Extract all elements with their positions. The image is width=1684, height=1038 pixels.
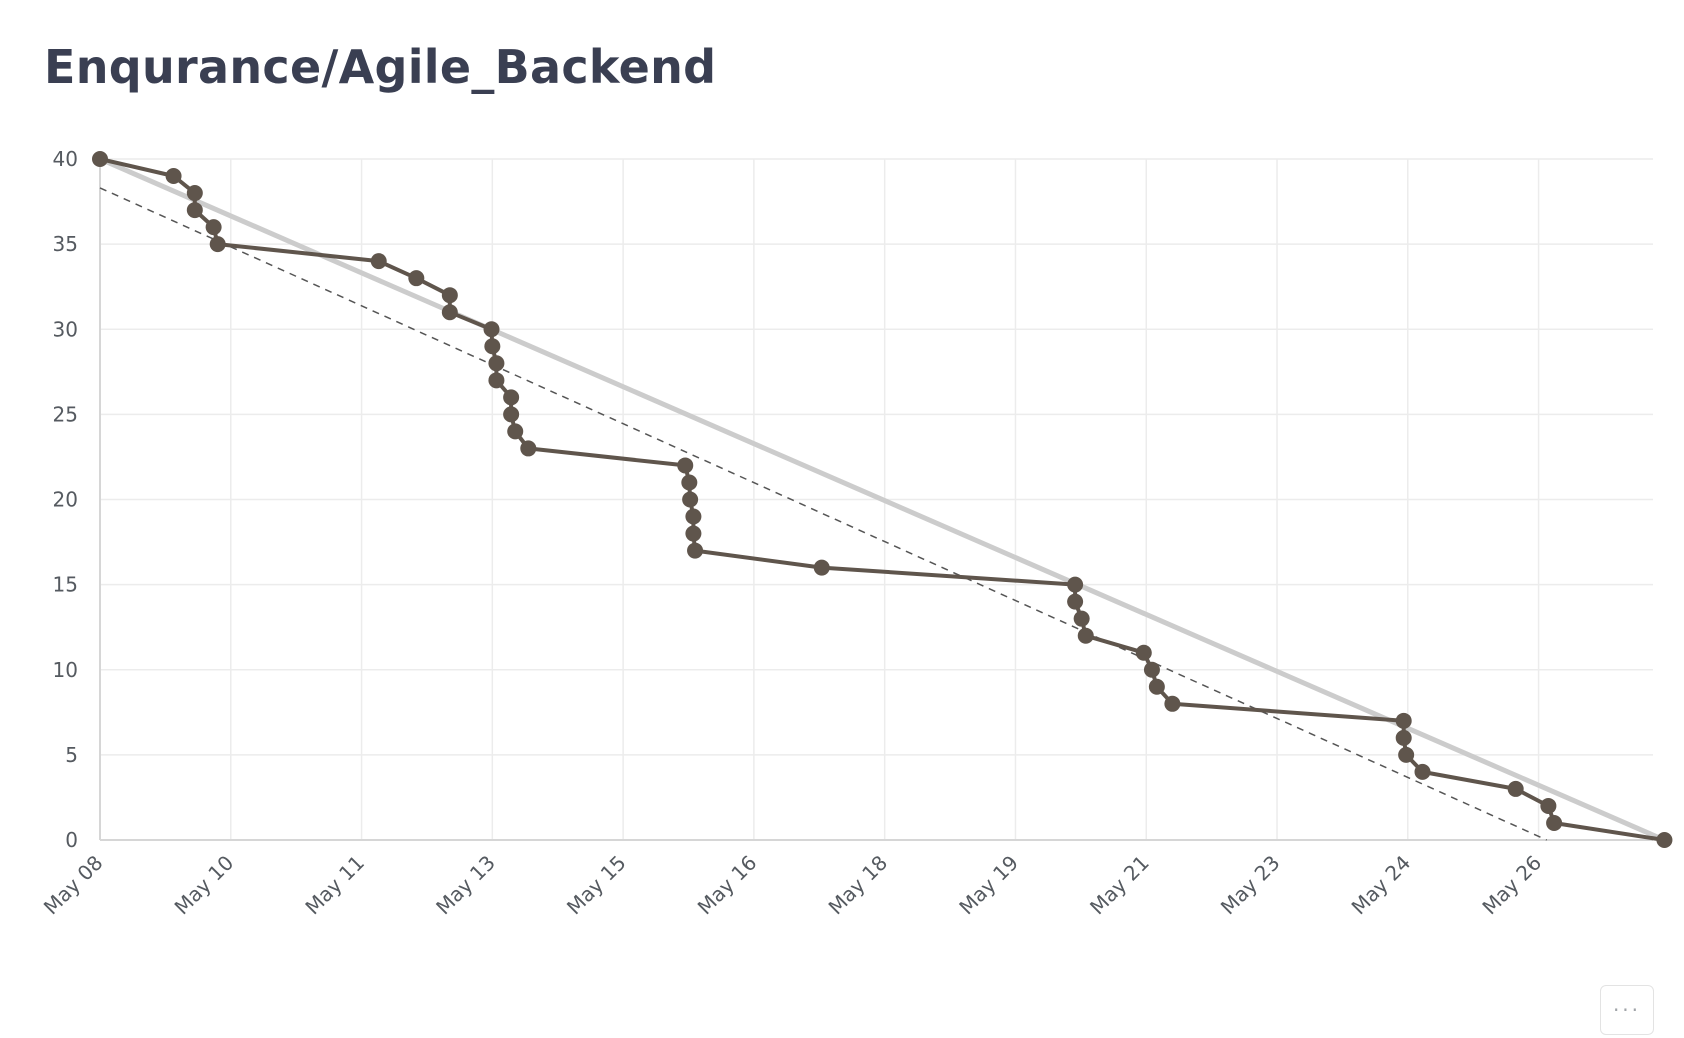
data-point [488, 372, 505, 389]
data-point [1164, 695, 1181, 712]
tick-labels: 0 5 10 15 20 25 30 35 40 May 08 May 10 May 11 May 13… [39, 147, 1546, 919]
x-tick-label: May 11 [300, 851, 369, 920]
data-point [681, 474, 698, 491]
y-tick-label: 20 [53, 488, 78, 512]
data-point [685, 525, 702, 542]
y-tick-label: 5 [65, 743, 78, 767]
more-options-button[interactable]: ··· [1600, 985, 1654, 1035]
x-tick-label: May 18 [824, 851, 893, 920]
x-tick-label: May 10 [170, 851, 239, 920]
x-tick-label: May 15 [562, 851, 631, 920]
data-point [165, 168, 182, 185]
axes [99, 159, 1653, 841]
y-tick-label: 10 [53, 658, 78, 682]
data-point [484, 338, 501, 355]
data-point [1395, 729, 1412, 746]
x-tick-label: May 08 [39, 851, 108, 920]
more-horizontal-icon: ··· [1612, 998, 1642, 1022]
y-tick-label: 40 [53, 147, 78, 171]
y-tick-label: 15 [53, 573, 78, 597]
data-point [488, 355, 505, 372]
y-tick-label: 30 [53, 317, 78, 341]
data-point [685, 508, 702, 525]
data-point [370, 253, 387, 270]
y-tick-label: 0 [65, 828, 78, 852]
data-point [1656, 832, 1673, 848]
trend-line-series [99, 187, 1548, 841]
data-point [205, 219, 222, 236]
x-tick-label: May 19 [954, 851, 1023, 920]
data-point [1077, 627, 1094, 644]
data-point [209, 236, 226, 253]
x-tick-label: May 21 [1085, 851, 1154, 920]
data-point [503, 389, 520, 406]
x-tick-label: May 13 [431, 851, 500, 920]
data-point [503, 406, 520, 423]
data-point [1395, 712, 1412, 729]
data-point [186, 185, 203, 202]
x-tick-label: May 24 [1347, 851, 1416, 920]
data-point [408, 270, 425, 287]
data-point [813, 559, 830, 576]
data-point [441, 287, 458, 304]
x-tick-label: May 23 [1216, 851, 1285, 920]
x-tick-label: May 26 [1477, 851, 1546, 920]
y-tick-label: 35 [53, 232, 78, 256]
data-point [1398, 746, 1415, 763]
data-point [1507, 780, 1524, 797]
data-point [1073, 610, 1090, 627]
data-point [1546, 814, 1563, 831]
data-point [1148, 678, 1165, 695]
data-point [520, 440, 537, 457]
data-point [483, 321, 500, 338]
data-point [92, 151, 108, 167]
data-point [1135, 644, 1152, 661]
data-point [507, 423, 524, 440]
data-point [1414, 763, 1431, 780]
data-point [682, 491, 699, 508]
data-point [687, 542, 704, 559]
y-tick-label: 25 [53, 402, 78, 426]
x-tick-label: May 16 [693, 851, 762, 920]
data-point [677, 457, 694, 474]
data-point [1143, 661, 1160, 678]
page-title: Enqurance/Agile_Backend [44, 40, 717, 94]
data-point [1540, 797, 1557, 814]
actual-line-series [92, 151, 1673, 848]
data-point [1067, 593, 1084, 610]
data-point [441, 304, 458, 321]
trend-line [99, 187, 1548, 841]
data-point [1067, 576, 1084, 593]
data-point [186, 202, 203, 219]
